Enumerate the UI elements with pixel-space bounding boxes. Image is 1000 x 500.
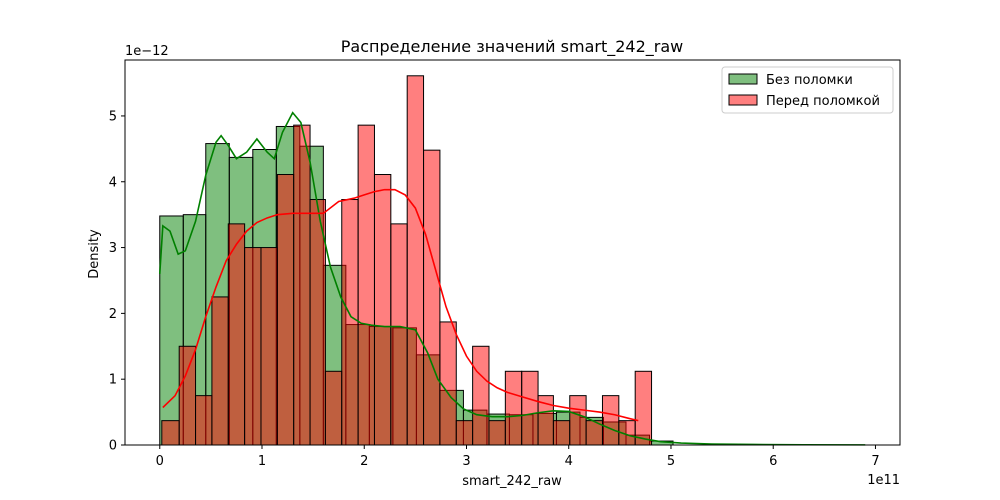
histogram-bar-series-2	[569, 395, 587, 446]
y-offset-label: 1e−12	[125, 44, 169, 59]
histogram-bar-series-2	[178, 345, 197, 446]
legend: Без поломки Перед поломкой	[721, 66, 894, 114]
histogram-bar-series-2	[521, 370, 539, 446]
x-tick-label: 0	[156, 454, 164, 469]
histogram-bar-series-2	[504, 370, 523, 446]
histogram-bar-series-2	[161, 420, 180, 446]
legend-label: Без поломки	[766, 73, 853, 88]
histogram-bar-series-2	[634, 370, 653, 446]
histogram-bar-series-2	[227, 223, 246, 446]
y-tick-label: 4	[109, 175, 117, 190]
histogram-bar-series-2	[341, 199, 359, 446]
histogram-bar-series-2	[260, 247, 278, 446]
kde-line-series-1	[158, 111, 866, 446]
plot-area	[158, 75, 866, 446]
histogram-bar-series-2	[390, 223, 408, 446]
y-tick-label: 2	[109, 307, 117, 322]
legend-box	[721, 66, 894, 114]
histogram-bar-series-2	[293, 124, 311, 446]
x-tick-label: 7	[871, 454, 879, 469]
axes: 0 1 2 3 4 5 6 7 0 1 2 3 4 5	[109, 59, 901, 469]
chart-title: Распределение значений smart_242_raw	[341, 37, 683, 57]
histogram-bar-series-2	[439, 321, 457, 446]
histogram-bar-series-2	[324, 370, 343, 446]
x-offset-label: 1e11	[867, 473, 900, 488]
histogram-bar-series-2	[472, 345, 490, 446]
kde-line-series-2	[162, 188, 639, 422]
histogram-bar-series-2	[455, 420, 474, 446]
histogram-bar-series-2	[357, 124, 375, 446]
x-tick-label: 2	[360, 454, 368, 469]
x-tick-label: 3	[462, 454, 470, 469]
histogram-bar-series-2	[373, 174, 392, 446]
histogram-bar-series-2	[552, 420, 571, 446]
y-tick-label: 0	[109, 439, 117, 454]
x-tick-label: 1	[258, 454, 266, 469]
y-tick-label: 3	[109, 241, 117, 256]
histogram-bar-series-2	[406, 75, 425, 446]
y-tick-label: 5	[109, 109, 117, 124]
histogram-bar-series-2	[488, 420, 506, 446]
x-tick-label: 6	[769, 454, 777, 469]
legend-label: Перед поломкой	[766, 94, 880, 109]
histogram-bar-series-2	[195, 395, 213, 446]
legend-swatch	[728, 73, 758, 85]
axes-frame	[124, 59, 901, 446]
histogram-bar-series-2	[211, 296, 229, 446]
histogram-bar-series-2	[601, 395, 620, 446]
x-axis-label: smart_242_raw	[462, 474, 562, 489]
legend-swatch	[728, 94, 758, 106]
y-tick-label: 1	[109, 373, 117, 388]
histogram-bar-series-2	[423, 149, 441, 446]
y-axis-label: Density	[87, 229, 102, 279]
x-tick-label: 5	[667, 454, 675, 469]
x-tick-label: 4	[565, 454, 573, 469]
histogram-bar-series-2	[244, 247, 262, 446]
